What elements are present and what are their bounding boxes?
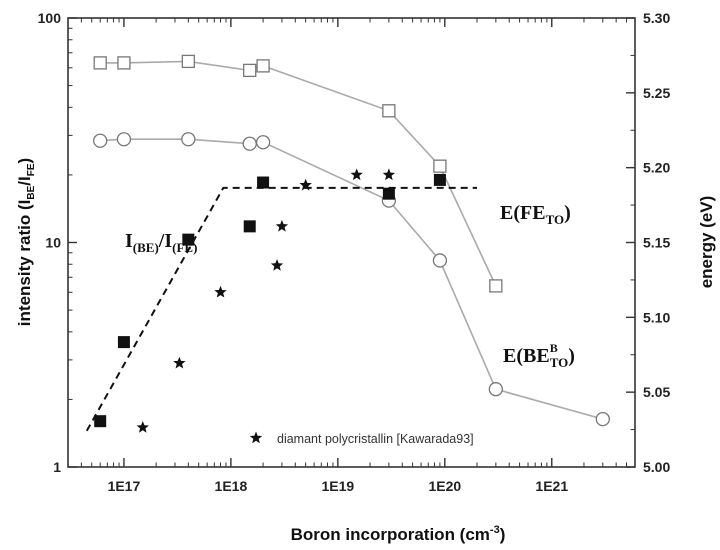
open-circle-point (255, 135, 271, 150)
x-tick-label: 1E17 (108, 478, 141, 494)
y-right-tick-label: 5.30 (643, 10, 670, 26)
annotation-ratio-label: I(BE)/I(FE) (125, 230, 197, 255)
filled-square-point (433, 173, 446, 186)
open-square-point (181, 54, 195, 69)
open-circle-point (181, 132, 196, 147)
filled-square-point (243, 220, 256, 233)
legend-star-marker (249, 431, 263, 444)
annotation-fe-label: E(FETO) (500, 202, 571, 227)
y-right-tick-label: 5.25 (643, 85, 670, 101)
open-circle-point (432, 253, 448, 268)
x-tick-label: 1E21 (535, 478, 568, 494)
star-point (382, 168, 396, 181)
y-right-tick-label: 5.00 (643, 459, 670, 475)
filled-square-point (257, 176, 270, 189)
filled-square-point (94, 415, 107, 428)
open-circle-point (595, 411, 610, 427)
y-left-tick-label: 10 (45, 235, 61, 251)
star-point (214, 285, 227, 298)
open-square-point (117, 56, 131, 70)
y-left-tick-label: 100 (38, 10, 62, 26)
legend-star-icon (249, 431, 263, 444)
open-circle-point (93, 133, 108, 148)
x-tick-label: 1E19 (321, 478, 354, 494)
open-square-point (243, 63, 257, 78)
open-square-point (433, 159, 447, 173)
open-circle-point (116, 132, 132, 147)
open-square-point (382, 104, 396, 118)
y-left-tick-label: 1 (53, 459, 61, 475)
data-marks (93, 54, 610, 433)
legend-label: diamant polycristallin [Kawarada93] (277, 432, 474, 446)
open-square-point (93, 56, 107, 70)
open-square-point (256, 59, 270, 73)
filled-square-point (182, 233, 195, 246)
y-right-axis-title: energy (eV) (697, 196, 716, 289)
open-circle-point (242, 136, 257, 151)
series-line-0 (100, 60, 497, 287)
y-left-axis-title: intensity ratio (IBE/IFE) (15, 158, 37, 326)
y-right-tick-label: 5.20 (643, 160, 670, 176)
x-tick-label: 1E20 (428, 478, 461, 494)
legend: diamant polycristallin [Kawarada93] (249, 431, 474, 446)
y-right-tick-label: 5.15 (643, 235, 670, 251)
star-point (350, 168, 363, 181)
filled-square-point (117, 336, 130, 349)
annotation-be-label: E(BEB TO) (503, 341, 575, 370)
open-square-point (489, 279, 503, 293)
star-point (275, 219, 289, 232)
star-point (173, 356, 186, 369)
star-point (136, 420, 149, 433)
x-tick-label: 1E18 (215, 478, 248, 494)
open-circle-point (488, 382, 503, 397)
axis-ticks: 1E17 1E18 1E19 1E20 1E21 1 10 100 5.00 5.05 5.10 5.… (38, 10, 671, 494)
x-axis-title: Boron incorporation (cm-3) (291, 524, 506, 544)
star-point (270, 258, 284, 271)
filled-square-point (382, 187, 395, 200)
star-point (299, 178, 312, 191)
y-right-tick-label: 5.05 (643, 384, 670, 400)
y-right-tick-label: 5.10 (643, 309, 670, 325)
